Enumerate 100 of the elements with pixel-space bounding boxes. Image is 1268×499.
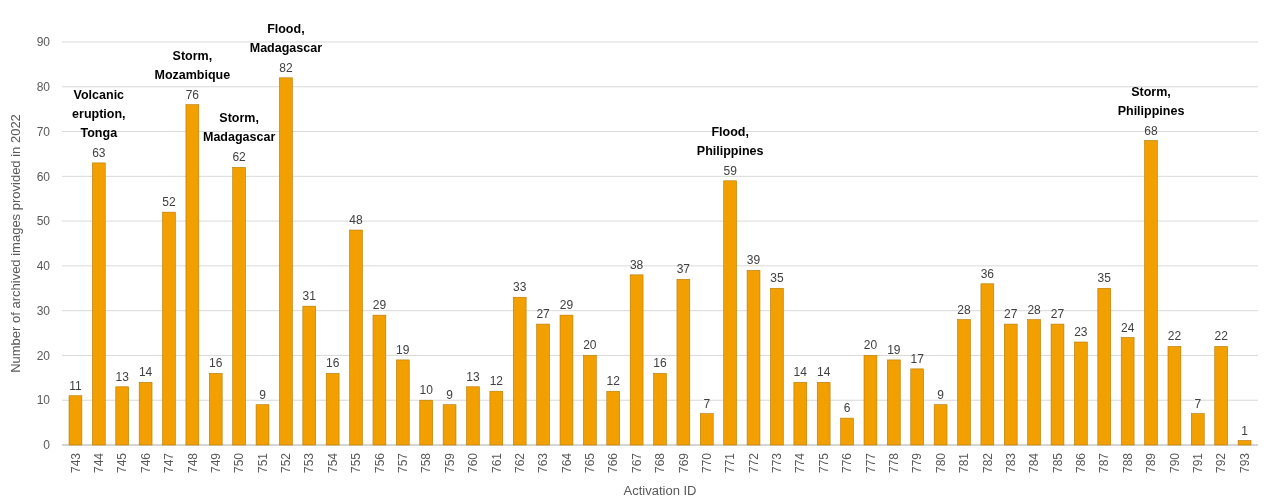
bar [1050, 323, 1065, 446]
x-tick-label: 760 [466, 452, 481, 474]
data-label: 38 [629, 257, 644, 272]
x-tick-label: 771 [723, 452, 738, 474]
data-label: 68 [1144, 123, 1159, 138]
bar [466, 386, 480, 446]
x-tick-label: 785 [1050, 452, 1065, 474]
data-label: 20 [583, 338, 597, 353]
x-tick-label: 773 [770, 452, 785, 474]
x-tick-label: 787 [1097, 452, 1112, 474]
data-label: 12 [606, 374, 621, 389]
x-tick-label: 757 [396, 452, 410, 474]
x-tick-label: 769 [676, 452, 691, 474]
bar [629, 274, 644, 446]
bar [1004, 323, 1018, 446]
y-tick-label: 70 [36, 124, 51, 139]
bar [653, 373, 667, 446]
y-tick-label: 40 [36, 259, 51, 274]
x-axis-title: Activation ID [623, 483, 697, 498]
data-label: 76 [185, 87, 200, 102]
bar [723, 180, 737, 446]
bar [1167, 346, 1182, 446]
bar [279, 77, 293, 446]
x-tick-label: 748 [185, 452, 200, 474]
x-tick-label: 745 [115, 452, 130, 474]
bar [770, 287, 784, 446]
x-tick-label: 775 [816, 452, 831, 474]
x-tick-label: 788 [1120, 452, 1135, 474]
bar [1027, 319, 1041, 446]
y-tick-label: 20 [36, 348, 51, 363]
bar [349, 229, 363, 446]
data-label: 36 [980, 266, 995, 281]
data-label: 11 [69, 378, 82, 393]
x-tick-label: 780 [933, 452, 948, 474]
bar [442, 404, 457, 446]
bar [863, 355, 878, 446]
data-label: 22 [1167, 329, 1182, 344]
data-label: 17 [910, 351, 925, 366]
data-label: 48 [349, 213, 364, 228]
bar [1120, 337, 1135, 446]
data-label: 16 [325, 356, 340, 371]
bar [1191, 413, 1205, 446]
x-tick-label: 783 [1003, 452, 1018, 474]
x-tick-label: 767 [629, 452, 644, 474]
data-label: 28 [1027, 302, 1042, 317]
x-tick-label: 754 [325, 452, 340, 474]
bar [910, 368, 924, 446]
data-label: 9 [259, 387, 267, 402]
x-tick-label: 766 [606, 452, 621, 474]
x-tick-label: 743 [68, 452, 83, 474]
bar [92, 162, 106, 446]
bar [980, 283, 995, 446]
bar [512, 296, 527, 446]
x-tick-label: 756 [372, 452, 387, 474]
data-label: 27 [1050, 307, 1065, 322]
annotation: Flood, Philippines [696, 124, 764, 158]
x-tick-label: 758 [419, 452, 434, 474]
x-tick-label: 777 [863, 452, 878, 474]
bar [746, 270, 761, 446]
data-label: 59 [723, 163, 738, 178]
bar [606, 390, 620, 446]
annotation: Flood, Madagascar [249, 21, 323, 55]
bar [676, 279, 691, 446]
data-label: 35 [770, 271, 784, 286]
data-label: 9 [446, 387, 454, 402]
bar [1237, 440, 1252, 446]
data-label: 13 [115, 369, 130, 384]
data-label: 28 [957, 302, 971, 317]
bar [840, 417, 854, 446]
bar [419, 399, 433, 446]
data-label: 16 [653, 356, 667, 371]
bar [138, 382, 153, 446]
annotation: Storm, Philippines [1117, 84, 1185, 118]
bar [302, 305, 316, 446]
data-label: 7 [703, 396, 711, 411]
bar [559, 314, 574, 446]
data-label: 35 [1097, 271, 1112, 286]
x-tick-label: 747 [162, 452, 177, 474]
x-tick-label: 744 [92, 452, 107, 474]
data-label: 82 [279, 60, 293, 75]
x-tick-label: 778 [887, 452, 902, 474]
bar [232, 167, 246, 446]
bar [162, 211, 176, 446]
data-label: 29 [559, 298, 574, 313]
x-tick-label: 755 [349, 452, 364, 474]
x-tick-label: 746 [138, 452, 153, 474]
x-tick-label: 768 [653, 452, 668, 474]
data-label: 29 [372, 298, 387, 313]
data-label: 27 [536, 307, 551, 322]
data-label: 33 [513, 280, 527, 295]
x-tick-label: 793 [1237, 452, 1252, 474]
data-label: 6 [843, 401, 851, 416]
data-label: 22 [1214, 329, 1229, 344]
data-label: 9 [937, 387, 945, 402]
x-tick-label: 791 [1190, 452, 1205, 474]
data-label: 19 [887, 342, 901, 357]
x-tick-label: 792 [1214, 452, 1229, 474]
data-label: 7 [1194, 396, 1202, 411]
data-label: 23 [1074, 325, 1088, 340]
x-tick-label: 750 [232, 452, 247, 474]
